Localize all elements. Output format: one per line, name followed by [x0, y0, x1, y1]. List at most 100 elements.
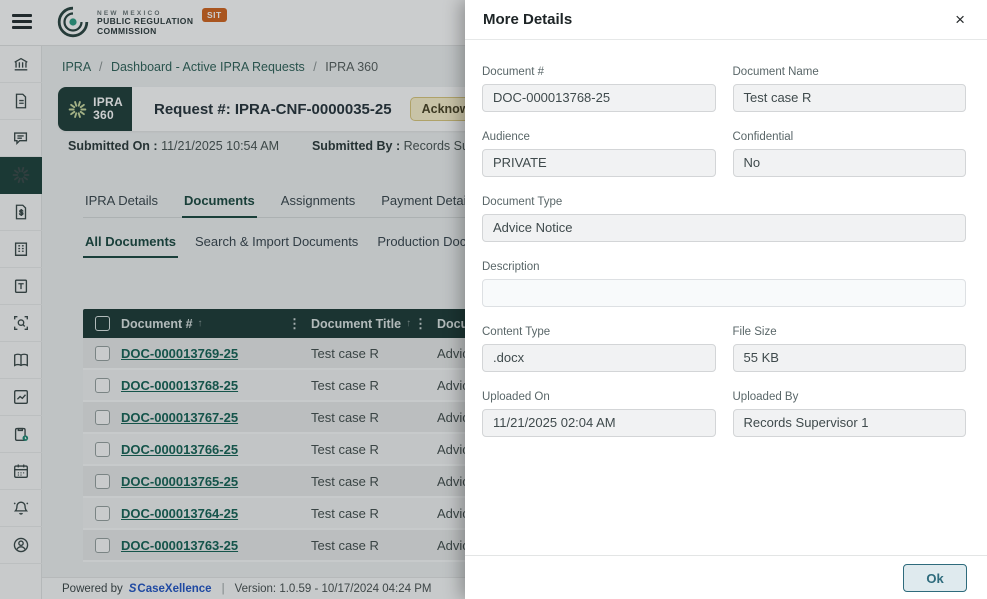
content-type-input[interactable]: .docx [482, 344, 716, 372]
close-icon[interactable]: × [955, 10, 965, 29]
agency-logo: NEW MEXICO PUBLIC REGULATION COMMISSION … [56, 5, 227, 39]
sidebar-item-organization[interactable] [0, 231, 42, 268]
confidential-input[interactable]: No [732, 149, 966, 177]
column-header-document-title: Document Title [311, 316, 402, 331]
column-menu-icon[interactable]: ⋮ [414, 315, 427, 331]
document-number-input[interactable]: DOC-000013768-25 [482, 84, 716, 112]
row-checkbox[interactable] [94, 441, 110, 457]
row-checkbox[interactable] [94, 473, 110, 489]
sort-icon[interactable]: ↑ [406, 318, 412, 329]
sidebar-item-documents[interactable] [0, 83, 42, 120]
brand-link[interactable]: CaseXellence [137, 582, 212, 595]
sidebar-item-agency[interactable] [0, 46, 42, 83]
tab-ipra-details[interactable]: IPRA Details [85, 193, 158, 208]
row-checkbox[interactable] [94, 377, 110, 393]
clipboard-clock-icon [14, 427, 29, 441]
breadcrumb-link-ipra[interactable]: IPRA [62, 60, 91, 74]
audience-input[interactable]: PRIVATE [482, 149, 716, 177]
breadcrumb-separator: / [98, 60, 103, 74]
document-title-cell: Test case R [311, 345, 379, 361]
document-type-input[interactable]: Advice Notice [482, 214, 966, 242]
book-icon [14, 353, 28, 367]
sidebar-item-profile[interactable] [0, 527, 42, 564]
invoice-icon: $ [15, 204, 27, 220]
field-label: Confidential [732, 131, 794, 143]
ipra-360-badge: IPRA 360 [58, 87, 132, 131]
field-document-type: Document Type Advice Notice [482, 196, 966, 242]
sidebar-item-billing[interactable]: $ [0, 194, 42, 231]
field-audience: Audience PRIVATE [482, 131, 716, 177]
row-checkbox[interactable] [94, 537, 110, 553]
powered-by-label: Powered by [62, 582, 123, 595]
sidebar: $ [0, 46, 42, 599]
document-title-cell: Test case R [311, 537, 379, 553]
building-icon [14, 242, 28, 256]
subtab-search-import[interactable]: Search & Import Documents [195, 234, 359, 249]
row-checkbox[interactable] [94, 409, 110, 425]
sidebar-item-calendar[interactable] [0, 453, 42, 490]
field-label: Document # [482, 66, 545, 78]
sidebar-item-messages[interactable] [0, 120, 42, 157]
request-number-title: Request #: IPRA-CNF-0000035-25 [154, 100, 392, 118]
subtab-all-documents[interactable]: All Documents [83, 234, 179, 258]
brand-mark-icon: S [128, 582, 137, 595]
field-label: Uploaded By [732, 391, 799, 403]
ipra-360-label: IPRA 360 [93, 95, 123, 122]
document-link[interactable]: DOC-000013769-25 [121, 345, 239, 361]
sidebar-item-ledger[interactable] [0, 342, 42, 379]
sort-icon[interactable]: ↑ [197, 318, 203, 329]
logo-line1: NEW MEXICO [97, 9, 162, 17]
ok-button[interactable]: Ok [903, 564, 967, 592]
template-icon [14, 279, 28, 293]
document-link[interactable]: DOC-000013767-25 [121, 409, 239, 425]
tab-assignments[interactable]: Assignments [280, 193, 356, 208]
user-icon [13, 537, 29, 553]
document-link[interactable]: DOC-000013763-25 [121, 537, 239, 553]
sidebar-item-templates[interactable] [0, 268, 42, 305]
submitted-on-label: Submitted On : [68, 139, 158, 153]
document-title-cell: Test case R [311, 505, 379, 521]
sidebar-item-reports[interactable] [0, 379, 42, 416]
sidebar-item-audit[interactable] [0, 416, 42, 453]
row-checkbox[interactable] [94, 345, 110, 361]
field-label: File Size [732, 326, 777, 338]
bell-icon [13, 501, 29, 515]
field-label: Content Type [482, 326, 551, 338]
document-link[interactable]: DOC-000013768-25 [121, 377, 239, 393]
column-menu-icon[interactable]: ⋮ [288, 315, 301, 331]
environment-badge: SIT [202, 8, 227, 22]
select-all-checkbox[interactable] [94, 316, 110, 331]
tab-bar: IPRA Details Documents Assignments Payme… [83, 193, 623, 218]
description-input[interactable] [482, 279, 966, 307]
field-label: Audience [482, 131, 530, 143]
uploaded-on-input[interactable]: 11/21/2025 02:04 AM [482, 409, 716, 437]
scan-search-icon [14, 316, 28, 330]
document-link[interactable]: DOC-000013766-25 [121, 441, 239, 457]
footer-separator: | [221, 582, 225, 595]
hamburger-menu-icon[interactable] [12, 14, 32, 30]
sidebar-item-search[interactable] [0, 305, 42, 342]
document-link[interactable]: DOC-000013764-25 [121, 505, 239, 521]
document-icon [15, 93, 27, 109]
column-header-document-number: Document # [121, 316, 193, 331]
field-uploaded-by: Uploaded By Records Supervisor 1 [732, 391, 966, 437]
svg-text:$: $ [19, 208, 23, 217]
document-name-input[interactable]: Test case R [732, 84, 966, 112]
row-checkbox[interactable] [94, 505, 110, 521]
modal-header: More Details × [465, 0, 987, 40]
modal-footer: Ok [465, 555, 987, 599]
document-title-cell: Test case R [311, 409, 379, 425]
uploaded-by-input[interactable]: Records Supervisor 1 [732, 409, 966, 437]
chat-icon [14, 132, 28, 146]
file-size-input[interactable]: 55 KB [732, 344, 966, 372]
sidebar-item-notifications[interactable] [0, 490, 42, 527]
sunburst-icon [12, 166, 30, 184]
sidebar-item-ipra-360[interactable] [0, 157, 42, 194]
logo-text: NEW MEXICO PUBLIC REGULATION COMMISSION [97, 8, 193, 37]
breadcrumb-link-dashboard[interactable]: Dashboard - Active IPRA Requests [110, 60, 305, 74]
tab-payment-details[interactable]: Payment Details [381, 193, 476, 208]
document-link[interactable]: DOC-000013765-25 [121, 473, 239, 489]
submitted-on-value: 11/21/2025 10:54 AM [161, 139, 279, 153]
field-file-size: File Size 55 KB [732, 326, 966, 372]
tab-documents[interactable]: Documents [181, 193, 257, 218]
